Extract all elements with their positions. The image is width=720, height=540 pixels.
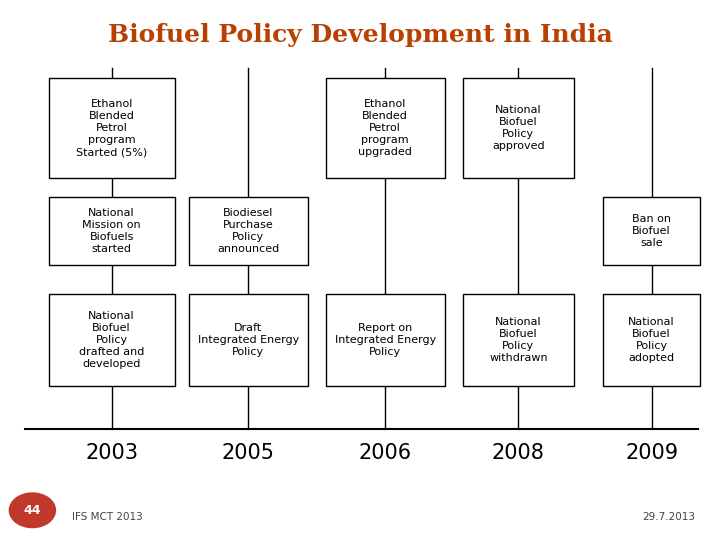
Bar: [189, 294, 308, 386]
Text: National
Biofuel
Policy
drafted and
developed: National Biofuel Policy drafted and deve…: [79, 311, 144, 369]
Text: Biodiesel
Purchase
Policy
announced: Biodiesel Purchase Policy announced: [217, 208, 279, 254]
Bar: [49, 197, 174, 265]
Bar: [325, 78, 445, 178]
Text: Report on
Integrated Energy
Policy: Report on Integrated Energy Policy: [335, 323, 436, 357]
Bar: [603, 197, 701, 265]
Text: National
Biofuel
Policy
approved: National Biofuel Policy approved: [492, 105, 545, 151]
Circle shape: [9, 493, 55, 528]
Text: 29.7.2013: 29.7.2013: [642, 512, 695, 522]
Text: 2005: 2005: [222, 443, 275, 463]
Text: National
Biofuel
Policy
withdrawn: National Biofuel Policy withdrawn: [489, 317, 548, 363]
Text: 2008: 2008: [492, 443, 545, 463]
Bar: [462, 78, 575, 178]
Text: 2006: 2006: [359, 443, 412, 463]
Text: 44: 44: [24, 504, 41, 517]
Bar: [603, 294, 701, 386]
Text: Ban on
Biofuel
sale: Ban on Biofuel sale: [632, 214, 671, 248]
Text: Ethanol
Blended
Petrol
program
Started (5%): Ethanol Blended Petrol program Started (…: [76, 99, 147, 157]
Bar: [462, 294, 575, 386]
Text: National
Biofuel
Policy
adopted: National Biofuel Policy adopted: [629, 317, 675, 363]
Text: Biofuel Policy Development in India: Biofuel Policy Development in India: [107, 23, 613, 47]
Bar: [49, 294, 174, 386]
Text: 2009: 2009: [625, 443, 678, 463]
Text: 2003: 2003: [85, 443, 138, 463]
Text: Ethanol
Blended
Petrol
program
upgraded: Ethanol Blended Petrol program upgraded: [359, 99, 412, 157]
Bar: [49, 78, 174, 178]
Text: Draft
Integrated Energy
Policy: Draft Integrated Energy Policy: [198, 323, 299, 357]
Text: IFS MCT 2013: IFS MCT 2013: [72, 512, 143, 522]
Bar: [325, 294, 445, 386]
Bar: [189, 197, 308, 265]
Text: National
Mission on
Biofuels
started: National Mission on Biofuels started: [82, 208, 141, 254]
